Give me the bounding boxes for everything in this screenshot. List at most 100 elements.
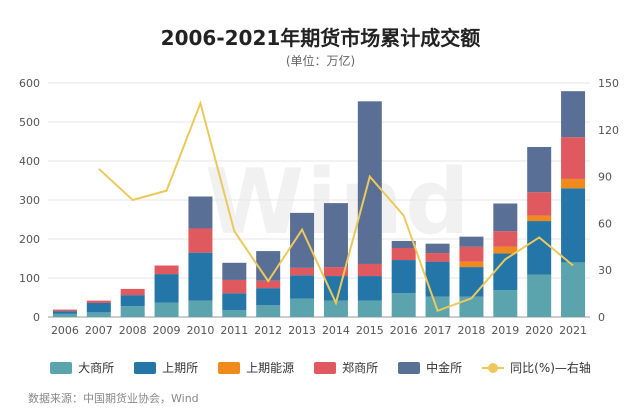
- bar-segment: [391, 293, 416, 317]
- x-tick-label: 2006: [51, 324, 79, 337]
- bar-segment: [391, 247, 416, 261]
- y-left-tick-label: 200: [19, 233, 40, 246]
- bar-segment: [154, 274, 179, 303]
- bar-segment: [154, 265, 179, 275]
- bar-segment: [459, 267, 484, 297]
- bar-segment: [561, 91, 586, 138]
- x-tick-label: 2017: [424, 324, 452, 337]
- bar-segment: [561, 262, 586, 317]
- bar-segment: [256, 305, 281, 317]
- y-left-tick-label: 100: [19, 272, 40, 285]
- bar-segment: [425, 243, 450, 254]
- bar-segment: [86, 300, 111, 303]
- bar-segment: [425, 261, 450, 297]
- bar-segment: [154, 302, 179, 317]
- legend-item: 大商所: [50, 359, 114, 376]
- bar-segment: [290, 267, 315, 276]
- bar-segment: [86, 302, 111, 313]
- bar-segment: [357, 101, 382, 264]
- legend-label: 大商所: [78, 361, 115, 375]
- legend-item: 上期所: [134, 359, 198, 376]
- bar-segment: [86, 312, 111, 317]
- legend-item: 郑商所: [314, 359, 378, 376]
- bar-segment: [527, 215, 552, 222]
- y-right-tick-label: 120: [598, 124, 619, 137]
- bar-segment: [527, 274, 552, 317]
- bar-segment: [493, 246, 518, 254]
- legend-item: 中金所: [398, 359, 462, 376]
- bar-segment: [323, 276, 348, 301]
- x-tick-label: 2007: [85, 324, 113, 337]
- bar-segment: [256, 288, 281, 306]
- bar-segment: [256, 251, 281, 281]
- legend-swatch: [314, 361, 337, 374]
- chart-subtitle: (单位：万亿): [285, 54, 356, 68]
- y-right-tick-label: 60: [598, 217, 612, 230]
- x-tick-label: 2008: [119, 324, 147, 337]
- bar-segment: [52, 313, 77, 317]
- bar-segment: [52, 311, 77, 314]
- bar-segment: [425, 253, 450, 262]
- x-tick-label: 2012: [254, 324, 282, 337]
- bar-segment: [527, 221, 552, 275]
- legend-label: 郑商所: [342, 361, 379, 375]
- y-left-tick-label: 300: [19, 194, 40, 207]
- bar-segment: [188, 196, 213, 229]
- x-tick-label: 2018: [457, 324, 485, 337]
- bar-segment: [391, 260, 416, 294]
- bar-segment: [493, 231, 518, 247]
- bar-segment: [357, 263, 382, 277]
- x-tick-label: 2011: [220, 324, 248, 337]
- bar-segment: [527, 146, 552, 193]
- x-tick-label: 2021: [559, 324, 587, 337]
- bar-segment: [222, 293, 247, 310]
- bar-segment: [188, 228, 213, 253]
- bar-segment: [493, 290, 518, 317]
- x-tick-label: 2010: [186, 324, 214, 337]
- chart-title: 2006-2021年期货市场累计成交额: [160, 26, 481, 50]
- bar-segment: [561, 178, 586, 189]
- x-tick-label: 2013: [288, 324, 316, 337]
- bar-segment: [357, 300, 382, 317]
- x-tick-label: 2009: [153, 324, 181, 337]
- bar-segment: [290, 275, 315, 299]
- bar-segment: [561, 188, 586, 263]
- y-right-tick-label: 0: [598, 311, 605, 324]
- bar-segment: [459, 261, 484, 268]
- bar-segment: [290, 298, 315, 317]
- y-left-tick-label: 0: [33, 311, 40, 324]
- bar-segment: [459, 236, 484, 247]
- legend-swatch: [218, 361, 241, 374]
- legend-label: 中金所: [426, 361, 463, 375]
- bar-segment: [527, 192, 552, 216]
- bar-segment: [120, 306, 145, 317]
- y-right-tick-label: 30: [598, 264, 612, 277]
- bar-segment: [323, 267, 348, 277]
- bar-segment: [323, 203, 348, 268]
- bar-segment: [188, 252, 213, 301]
- bar-segment: [222, 279, 247, 294]
- legend-label: 同比(%)—右轴: [510, 361, 591, 375]
- bar-segment: [459, 296, 484, 317]
- bar-segment: [493, 203, 518, 232]
- y-right-tick-label: 150: [598, 77, 619, 90]
- bar-segment: [459, 246, 484, 262]
- x-tick-label: 2014: [322, 324, 350, 337]
- bar-segment: [222, 262, 247, 280]
- legend-line-swatch: [482, 362, 505, 374]
- chart-legend: 大商所 上期所 上期能源 郑商所 中金所 同比(%)—右轴: [0, 359, 641, 376]
- y-left-tick-label: 500: [19, 116, 40, 129]
- bar-segment: [290, 212, 315, 268]
- bar-segment: [391, 240, 416, 248]
- x-tick-label: 2016: [390, 324, 418, 337]
- bar-segment: [188, 300, 213, 317]
- bar-segment: [52, 309, 77, 312]
- x-tick-label: 2020: [525, 324, 553, 337]
- legend-label: 上期所: [162, 361, 199, 375]
- x-tick-label: 2015: [356, 324, 384, 337]
- legend-label: 上期能源: [246, 361, 295, 375]
- bar-segment: [425, 296, 450, 317]
- x-tick-label: 2019: [491, 324, 519, 337]
- bar-segment: [222, 309, 247, 317]
- legend-swatch: [398, 361, 421, 374]
